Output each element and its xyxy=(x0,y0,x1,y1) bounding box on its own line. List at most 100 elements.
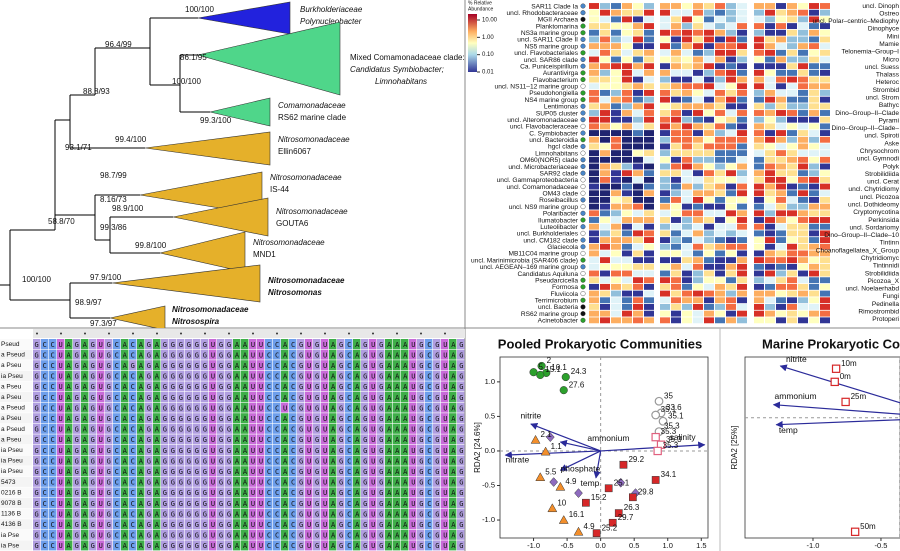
nucleotide-cell xyxy=(449,434,457,445)
nucleotide-cell xyxy=(113,498,121,508)
heat-cell xyxy=(589,3,599,9)
nucleotide-cell xyxy=(393,392,401,402)
nucleotide-cell xyxy=(233,487,241,498)
heat-cell xyxy=(754,163,764,170)
nucleotide-cell xyxy=(217,498,225,508)
heat-cell xyxy=(737,163,747,170)
nucleotide-cell xyxy=(209,423,217,434)
heat-cell xyxy=(633,136,643,143)
heat-cell xyxy=(798,190,808,197)
header-dot xyxy=(420,332,422,335)
nucleotide-cell xyxy=(49,455,57,466)
nucleotide-cell xyxy=(129,349,137,360)
heat-cell xyxy=(644,176,654,183)
heat-cell xyxy=(704,196,714,203)
heat-cell xyxy=(726,23,736,30)
nucleotide-cell xyxy=(81,381,89,392)
arrow-label: nitrite xyxy=(786,354,807,364)
nucleotide-cell xyxy=(409,498,417,508)
heat-cell xyxy=(622,76,632,83)
point xyxy=(592,529,601,538)
heat-cell xyxy=(660,3,670,9)
nucleotide-cell xyxy=(313,455,321,466)
heat-cell xyxy=(754,3,764,9)
nucleotide-cell xyxy=(425,540,433,551)
nucleotide-cell xyxy=(161,392,169,402)
row-dot xyxy=(580,184,586,190)
y-axis-label: RDA2 [24.6%] xyxy=(473,422,482,473)
nucleotide-cell xyxy=(81,445,89,455)
nucleotide-cell xyxy=(89,381,97,392)
nucleotide-cell xyxy=(65,519,73,530)
heat-cell xyxy=(715,110,725,116)
nucleotide-cell xyxy=(129,402,137,413)
nucleotide-cell xyxy=(49,519,57,530)
nucleotide-cell xyxy=(49,360,57,371)
heat-cell xyxy=(644,190,654,197)
nucleotide-cell xyxy=(313,360,321,371)
heat-cell xyxy=(622,263,632,270)
nucleotide-cell xyxy=(121,508,129,519)
heat-cell xyxy=(644,183,654,190)
heat-cell xyxy=(693,170,703,177)
nucleotide-cell xyxy=(65,413,73,424)
nucleotide-cell xyxy=(385,466,393,477)
nucleotide-cell xyxy=(113,455,121,466)
heat-cell xyxy=(820,76,830,83)
heat-cell xyxy=(589,317,599,324)
nucleotide-cell xyxy=(361,498,369,508)
nucleotide-cell xyxy=(225,476,233,487)
point-label: 10m xyxy=(841,359,857,368)
nucleotide-cell xyxy=(145,402,153,413)
nucleotide-cell xyxy=(281,360,289,371)
nucleotide-cell xyxy=(425,360,433,371)
heat-cell xyxy=(726,196,736,203)
nucleotide-cell xyxy=(321,349,329,360)
nucleotide-cell xyxy=(337,402,345,413)
nucleotide-cell xyxy=(401,413,409,424)
nucleotide-cell xyxy=(441,434,449,445)
heat-cell xyxy=(633,183,643,190)
nucleotide-cell xyxy=(265,423,273,434)
heat-cell xyxy=(589,257,599,264)
nucleotide-cell xyxy=(249,519,257,530)
nucleotide-cell xyxy=(49,487,57,498)
nucleotide-cell xyxy=(433,519,441,530)
plot-frame xyxy=(499,356,709,539)
heat-cell xyxy=(726,277,736,284)
nucleotide-cell xyxy=(273,360,281,371)
heat-cell xyxy=(633,103,643,110)
nucleotide-cell xyxy=(297,455,305,466)
heat-cell xyxy=(644,143,654,150)
nucleotide-cell xyxy=(433,370,441,381)
heat-cell xyxy=(704,243,714,250)
nucleotide-cell xyxy=(289,360,297,371)
nucleotide-cell xyxy=(121,445,129,455)
nucleotide-cell xyxy=(201,381,209,392)
nucleotide-cell xyxy=(153,423,161,434)
heat-cell xyxy=(633,29,643,36)
nucleotide-cell xyxy=(129,434,137,445)
row-label: Perkinsida xyxy=(868,217,899,224)
heat-cell xyxy=(633,230,643,237)
heat-cell xyxy=(671,163,681,170)
heat-cell xyxy=(693,123,703,130)
nucleotide-cell xyxy=(113,381,121,392)
heat-cell xyxy=(660,36,670,43)
heat-cell xyxy=(776,150,786,157)
heat-cell xyxy=(820,36,830,43)
heat-cell xyxy=(820,63,830,70)
arrow-label: nitrate xyxy=(506,454,530,464)
heat-cell xyxy=(622,283,632,290)
header-dot xyxy=(132,332,134,335)
heat-cell xyxy=(787,3,797,9)
nucleotide-cell xyxy=(313,402,321,413)
nucleotide-cell xyxy=(217,413,225,424)
nucleotide-cell xyxy=(353,529,361,540)
nucleotide-cell xyxy=(321,392,329,402)
nucleotide-cell xyxy=(417,487,425,498)
nucleotide-cell xyxy=(113,360,121,371)
nucleotide-cell xyxy=(113,370,121,381)
point xyxy=(530,434,541,444)
nucleotide-cell xyxy=(337,413,345,424)
